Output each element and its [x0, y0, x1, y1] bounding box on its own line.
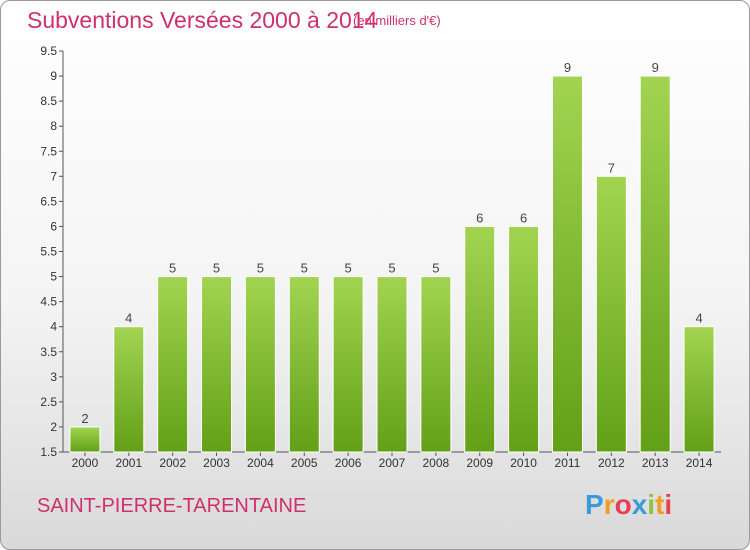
data-label-2013: 9 [652, 60, 659, 75]
logo-letter: o [614, 489, 632, 520]
x-tick-label-2006: 2006 [335, 456, 362, 470]
logo-letter: r [603, 489, 615, 520]
y-tick-label: 7.5 [40, 144, 57, 158]
y-tick-label: 2 [50, 420, 57, 434]
y-tick-label: 8.5 [40, 94, 57, 108]
chart-axes: 1.5 2 2.5 3 3.5 4 4.5 5 5.5 6 6.5 7 7.5 8 8.5 9 9.5 2000 2… [40, 44, 721, 470]
data-label-2001: 4 [125, 311, 132, 326]
data-label-2005: 5 [301, 261, 308, 276]
chart-data-labels: 2 4 5 5 5 5 5 5 5 6 6 9 7 9 4 [81, 60, 702, 426]
logo-letter: x [631, 489, 648, 520]
x-tick-label-2002: 2002 [159, 456, 186, 470]
data-label-2003: 5 [213, 261, 220, 276]
chart-subtitle: (en milliers d'€) [353, 13, 441, 28]
x-tick-label-2000: 2000 [72, 456, 99, 470]
y-tick-label: 6 [50, 219, 57, 233]
data-label-2010: 6 [520, 210, 527, 225]
y-tick-label: 4 [50, 320, 57, 334]
bar-2002[interactable] [157, 276, 189, 453]
y-tick-label: 3.5 [40, 345, 57, 359]
x-tick-label-2009: 2009 [466, 456, 493, 470]
y-tick-label: 5 [50, 270, 57, 284]
bar-2005[interactable] [288, 276, 320, 453]
x-tick-label-2014: 2014 [686, 456, 713, 470]
y-tick-label: 5.5 [40, 245, 57, 259]
bar-2013[interactable] [639, 75, 671, 453]
bar-2011[interactable] [551, 75, 583, 453]
bar-2008[interactable] [420, 276, 452, 453]
proxiti-logo[interactable]: Proxiti [585, 489, 672, 521]
x-tick-label-2001: 2001 [115, 456, 142, 470]
y-tick-label: 2.5 [40, 395, 57, 409]
bar-2010[interactable] [508, 225, 540, 453]
logo-letter: P [585, 489, 604, 520]
x-tick-label-2004: 2004 [247, 456, 274, 470]
bar-2001[interactable] [113, 326, 145, 453]
bar-2003[interactable] [201, 276, 233, 453]
chart-bars [69, 75, 715, 453]
logo-letter: i [647, 489, 656, 520]
x-tick-label-2010: 2010 [510, 456, 537, 470]
data-label-2014: 4 [695, 311, 702, 326]
x-tick-label-2005: 2005 [291, 456, 318, 470]
bar-2006[interactable] [332, 276, 364, 453]
commune-name: SAINT-PIERRE-TARENTAINE [37, 495, 307, 517]
y-tick-label: 1.5 [40, 445, 57, 459]
bar-2012[interactable] [595, 175, 627, 453]
chart-title: Subventions Versées 2000 à 2014 [27, 7, 378, 33]
data-label-2000: 2 [81, 411, 88, 426]
bar-2014[interactable] [683, 326, 715, 453]
data-label-2008: 5 [432, 261, 439, 276]
y-tick-label: 6.5 [40, 194, 57, 208]
data-label-2006: 5 [345, 261, 352, 276]
bar-2000[interactable] [69, 426, 101, 453]
y-tick-label: 7 [50, 169, 57, 183]
data-label-2004: 5 [257, 261, 264, 276]
data-label-2002: 5 [169, 261, 176, 276]
bar-2004[interactable] [244, 276, 276, 453]
bar-2007[interactable] [376, 276, 408, 453]
data-label-2007: 5 [388, 261, 395, 276]
x-tick-label-2012: 2012 [598, 456, 625, 470]
data-label-2011: 9 [564, 60, 571, 75]
x-tick-label-2011: 2011 [555, 456, 581, 470]
y-tick-label: 8 [50, 119, 57, 133]
data-label-2009: 6 [476, 210, 483, 225]
y-tick-label: 9 [50, 69, 57, 83]
x-tick-label-2007: 2007 [379, 456, 406, 470]
y-tick-label: 3 [50, 370, 57, 384]
x-tick-label-2013: 2013 [642, 456, 669, 470]
data-label-2012: 7 [608, 160, 615, 175]
y-tick-label: 4.5 [40, 295, 57, 309]
x-tick-label-2003: 2003 [203, 456, 230, 470]
x-tick-label-2008: 2008 [423, 456, 450, 470]
bar-2009[interactable] [464, 225, 496, 453]
logo-letter: t [655, 489, 665, 520]
y-tick-label: 9.5 [40, 44, 57, 58]
logo-letter: i [664, 489, 673, 520]
